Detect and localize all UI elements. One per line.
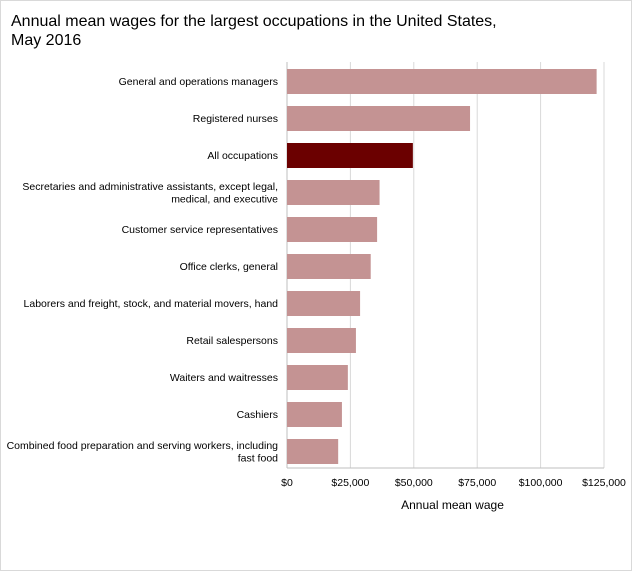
bar [287, 328, 356, 353]
bar [287, 402, 342, 427]
category-label: Combined food preparation and serving wo… [7, 440, 279, 452]
chart-title-line-1: Annual mean wages for the largest occupa… [11, 13, 497, 30]
category-label: Cashiers [237, 409, 278, 421]
bar [287, 69, 597, 94]
x-axis-title: Annual mean wage [401, 498, 504, 512]
category-labels: General and operations managers Registere… [7, 76, 279, 464]
bar [287, 106, 471, 131]
category-label: General and operations managers [119, 76, 278, 88]
category-label: Retail salespersons [186, 335, 278, 347]
x-tick-label: $25,000 [331, 477, 369, 489]
category-label: Registered nurses [193, 113, 278, 125]
chart-title-line-2: May 2016 [11, 32, 82, 49]
chart-title: Annual mean wages for the largest occupa… [11, 12, 611, 50]
category-label: medical, and executive [171, 193, 278, 205]
category-label: Waiters and waitresses [170, 372, 278, 384]
category-label: fast food [238, 452, 278, 464]
bar [287, 439, 339, 464]
category-label: Office clerks, general [180, 261, 278, 273]
category-label: Laborers and freight, stock, and materia… [24, 298, 279, 310]
x-tick-label: $100,000 [519, 477, 563, 489]
x-tick-labels: $0 $25,000 $50,000 $75,000 $100,000 $125,000 [281, 477, 626, 489]
x-tick-label: $50,000 [395, 477, 433, 489]
x-tick-label: $125,000 [582, 477, 626, 489]
x-tick-label: $0 [281, 477, 293, 489]
bar [287, 180, 380, 205]
bar [287, 143, 413, 168]
bar [287, 291, 361, 316]
category-label: All occupations [207, 150, 278, 162]
bar [287, 254, 371, 279]
category-label: Secretaries and administrative assistant… [22, 181, 278, 193]
bar [287, 217, 378, 242]
x-tick-label: $75,000 [458, 477, 496, 489]
category-label: Customer service representatives [122, 224, 278, 236]
bar [287, 365, 348, 390]
bars [287, 69, 597, 464]
